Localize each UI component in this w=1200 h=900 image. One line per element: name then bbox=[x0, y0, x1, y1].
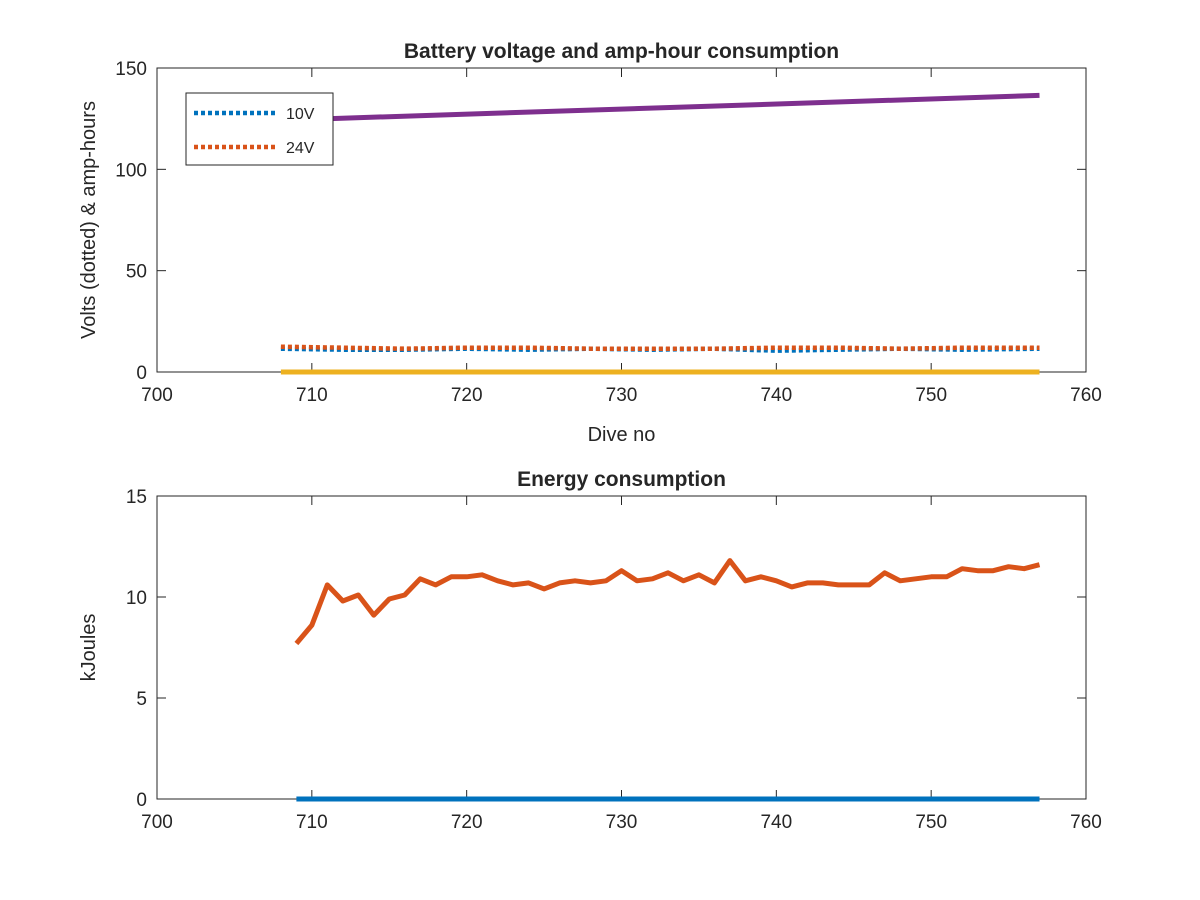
plot-area bbox=[156, 495, 1087, 800]
x-tick-label: 730 bbox=[606, 812, 638, 833]
energy-consumption-chart: 700 710 720 730 740 750 760 0 5 10 15 Energy consum… bbox=[78, 468, 1102, 833]
x-tick-label: 710 bbox=[296, 812, 328, 833]
x-tick-label: 750 bbox=[915, 812, 947, 833]
series-group bbox=[280, 92, 1040, 375]
y-tick-label: 15 bbox=[126, 487, 147, 508]
voltage-amphour-chart: 700 710 720 730 740 750 760 0 50 100 150 Battery vo… bbox=[78, 40, 1102, 446]
x-tick-label: 710 bbox=[296, 385, 328, 406]
y-tick-label: 100 bbox=[115, 160, 147, 181]
legend: 10V 24V bbox=[185, 92, 334, 166]
x-tick-label: 700 bbox=[141, 385, 173, 406]
y-tick-label: 150 bbox=[115, 59, 147, 80]
chart-title: Battery voltage and amp-hour consumption bbox=[404, 40, 839, 63]
x-axis-label: Dive no bbox=[588, 424, 656, 446]
x-tick-label: 750 bbox=[915, 385, 947, 406]
x-tick-label: 720 bbox=[451, 812, 483, 833]
x-tick-label: 700 bbox=[141, 812, 173, 833]
series-line bbox=[294, 558, 1041, 646]
y-tick-label: 10 bbox=[126, 588, 147, 609]
legend-box bbox=[185, 92, 334, 166]
y-axis-label: kJoules bbox=[78, 614, 100, 682]
series-line bbox=[327, 92, 1040, 122]
chart-title: Energy consumption bbox=[517, 468, 726, 491]
legend-label: 10V bbox=[286, 106, 315, 123]
x-tick-label: 740 bbox=[760, 812, 792, 833]
series-line-24v bbox=[280, 344, 1040, 351]
series-group bbox=[294, 558, 1041, 802]
x-tick-label: 760 bbox=[1070, 385, 1102, 406]
y-tick-label: 50 bbox=[126, 262, 147, 283]
x-tick-label: 740 bbox=[760, 385, 792, 406]
x-tick-label: 720 bbox=[451, 385, 483, 406]
x-tick-label: 730 bbox=[606, 385, 638, 406]
y-tick-label: 0 bbox=[136, 363, 147, 384]
y-tick-label: 5 bbox=[136, 689, 147, 710]
x-tick-label: 760 bbox=[1070, 812, 1102, 833]
y-axis-label: Volts (dotted) & amp-hours bbox=[78, 101, 100, 339]
legend-label: 24V bbox=[286, 140, 315, 157]
y-tick-label: 0 bbox=[136, 790, 147, 811]
